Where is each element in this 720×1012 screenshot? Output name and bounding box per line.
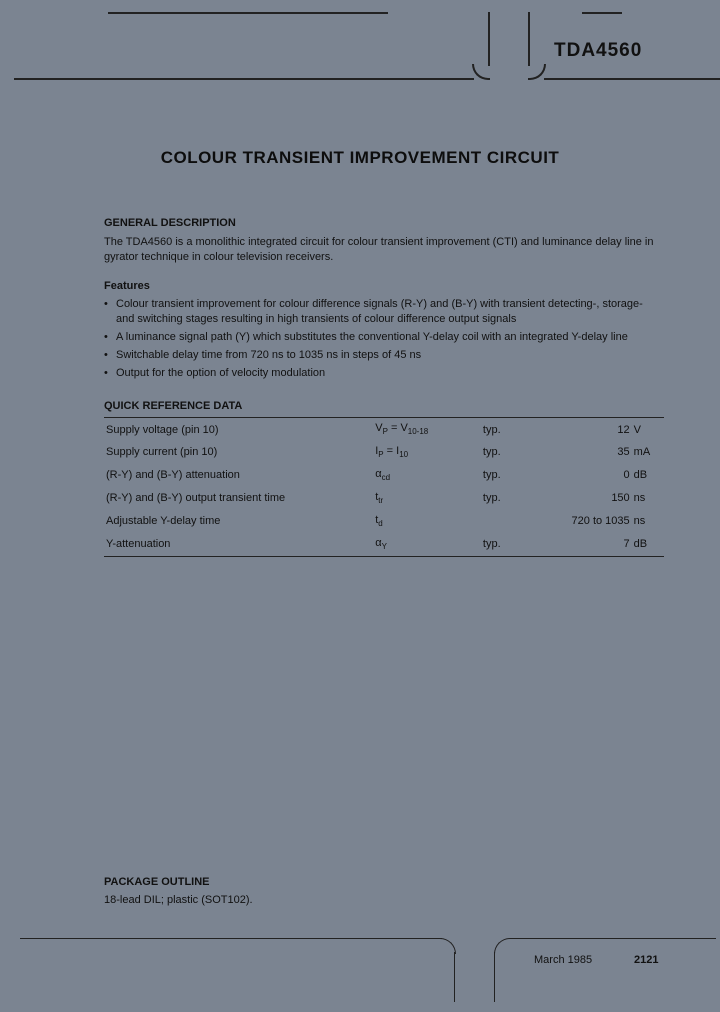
unit-cell: ns — [632, 510, 664, 533]
footer-curve-right — [494, 938, 510, 954]
symbol-cell: ttr — [373, 487, 481, 510]
typ-cell — [481, 510, 535, 533]
notch-line-left — [488, 12, 490, 66]
table-row: Y-attenuation αY typ. 7 dB — [104, 533, 664, 556]
value-cell: 35 — [535, 441, 632, 464]
symbol-cell: IP = I10 — [373, 441, 481, 464]
unit-cell: ns — [632, 487, 664, 510]
param-cell: Supply voltage (pin 10) — [104, 418, 373, 441]
value-cell: 150 — [535, 487, 632, 510]
top-rule-left — [108, 12, 388, 14]
feature-item: Output for the option of velocity modula… — [104, 366, 664, 381]
footer-rule-left — [20, 938, 442, 939]
typ-cell: typ. — [481, 418, 535, 441]
typ-cell: typ. — [481, 441, 535, 464]
typ-cell: typ. — [481, 487, 535, 510]
value-cell: 12 — [535, 418, 632, 441]
notch-line-right — [528, 12, 530, 66]
unit-cell: V — [632, 418, 664, 441]
features-list: Colour transient improvement for colour … — [104, 297, 664, 380]
package-outline: PACKAGE OUTLINE 18-lead DIL; plastic (SO… — [104, 876, 253, 906]
header-rule-right — [544, 78, 720, 80]
header-rule-left — [14, 78, 474, 80]
table-row: (R-Y) and (B-Y) output transient time tt… — [104, 487, 664, 510]
param-cell: (R-Y) and (B-Y) attenuation — [104, 464, 373, 487]
general-description-heading: GENERAL DESCRIPTION — [104, 216, 664, 231]
general-description-text: The TDA4560 is a monolithic integrated c… — [104, 235, 664, 265]
param-cell: (R-Y) and (B-Y) output transient time — [104, 487, 373, 510]
typ-cell: typ. — [481, 464, 535, 487]
symbol-cell: αcd — [373, 464, 481, 487]
part-number: TDA4560 — [554, 40, 642, 62]
notch-curve-left — [472, 64, 490, 80]
features-heading: Features — [104, 279, 664, 294]
footer-date: March 1985 — [534, 954, 592, 966]
typ-cell: typ. — [481, 533, 535, 556]
quick-reference-heading: QUICK REFERENCE DATA — [104, 399, 664, 414]
unit-cell: dB — [632, 533, 664, 556]
symbol-cell: αY — [373, 533, 481, 556]
footer-notch-right — [494, 952, 495, 1002]
content-body: GENERAL DESCRIPTION The TDA4560 is a mon… — [104, 206, 664, 557]
datasheet-page: TDA4560 COLOUR TRANSIENT IMPROVEMENT CIR… — [14, 6, 706, 1004]
feature-item: Colour transient improvement for colour … — [104, 297, 664, 327]
value-cell: 0 — [535, 464, 632, 487]
feature-item: A luminance signal path (Y) which substi… — [104, 330, 664, 345]
value-cell: 7 — [535, 533, 632, 556]
symbol-cell: td — [373, 510, 481, 533]
table-row: Supply voltage (pin 10) VP = V10-18 typ.… — [104, 418, 664, 441]
param-cell: Y-attenuation — [104, 533, 373, 556]
footer-rule-right — [510, 938, 716, 939]
table-row: Adjustable Y-delay time td 720 to 1035 n… — [104, 510, 664, 533]
unit-cell: mA — [632, 441, 664, 464]
table-row: Supply current (pin 10) IP = I10 typ. 35… — [104, 441, 664, 464]
package-heading: PACKAGE OUTLINE — [104, 876, 253, 888]
param-cell: Supply current (pin 10) — [104, 441, 373, 464]
quick-reference-table: Supply voltage (pin 10) VP = V10-18 typ.… — [104, 417, 664, 557]
unit-cell: dB — [632, 464, 664, 487]
feature-item: Switchable delay time from 720 ns to 103… — [104, 348, 664, 363]
param-cell: Adjustable Y-delay time — [104, 510, 373, 533]
package-text: 18-lead DIL; plastic (SOT102). — [104, 894, 253, 906]
top-rule-right — [582, 12, 622, 14]
symbol-cell: VP = V10-18 — [373, 418, 481, 441]
footer-page-number: 2121 — [634, 954, 658, 966]
table-row: (R-Y) and (B-Y) attenuation αcd typ. 0 d… — [104, 464, 664, 487]
footer-notch-left — [454, 952, 455, 1002]
page-title: COLOUR TRANSIENT IMPROVEMENT CIRCUIT — [14, 148, 706, 168]
value-cell: 720 to 1035 — [535, 510, 632, 533]
